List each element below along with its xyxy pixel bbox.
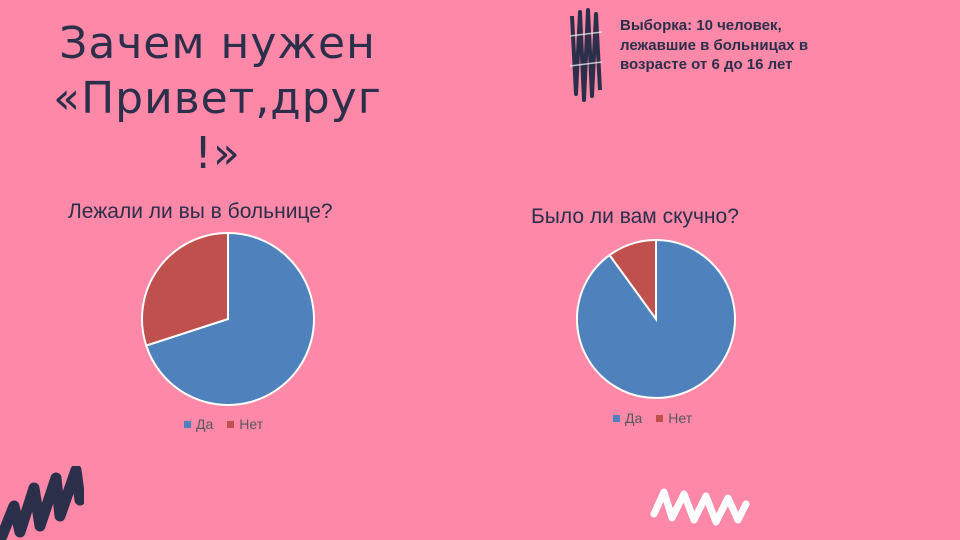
chart-2-legend-item-no: Нет — [656, 410, 692, 426]
chart-1-legend-label-no: Нет — [239, 416, 264, 432]
decorative-scribble-bottom-left — [0, 466, 84, 540]
chart-1-legend-item-no: Нет — [227, 416, 263, 432]
chart-2-title: Было ли вам скучно? — [531, 205, 739, 228]
chart-2-slice-no — [608, 238, 657, 323]
legend-swatch-no — [227, 420, 235, 428]
legend-swatch-yes — [613, 414, 620, 422]
page-title: Зачем нужен «Привет,друг !» — [30, 16, 405, 181]
title-line-2: «Привет,друг — [53, 73, 382, 124]
legend-swatch-no — [656, 414, 664, 422]
title-line-1: Зачем нужен — [59, 18, 376, 69]
legend-swatch-yes — [184, 420, 191, 428]
chart-1-legend-label-yes: Да — [196, 416, 214, 432]
chart-1-legend-item-yes: Да — [184, 416, 213, 432]
chart-1-title: Лежали ли вы в больнице? — [68, 200, 333, 223]
decorative-scribble-bottom-right — [650, 488, 750, 526]
chart-1-slice-yes — [144, 231, 315, 406]
chart-2-pie — [576, 238, 736, 399]
chart-2-legend-item-yes: Да — [613, 410, 642, 426]
chart-1-pie — [141, 231, 315, 406]
chart-1-legend: Да Нет — [184, 416, 263, 432]
title-line-3: !» — [194, 128, 241, 179]
chart-2-legend-label-no: Нет — [668, 410, 693, 426]
chart-1-slice-no — [141, 231, 229, 347]
decorative-scribble-top — [569, 8, 603, 102]
chart-2-legend-label-yes: Да — [625, 410, 643, 426]
chart-2-legend: Да Нет — [613, 410, 692, 426]
sample-note: Выборка: 10 человек, лежавшие в больница… — [620, 17, 809, 73]
